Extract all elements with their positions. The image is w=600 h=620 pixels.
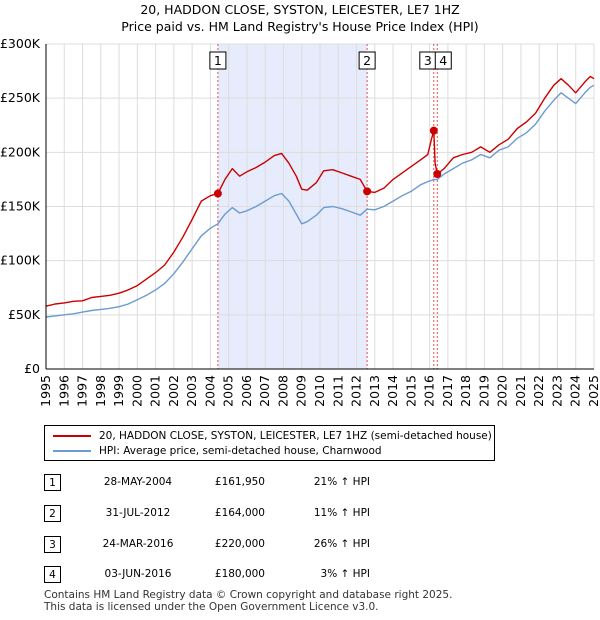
x-tick-label: 2010 <box>312 375 327 407</box>
transaction-row: 2 31-JUL-2012 £164,000 11% ↑ HPI <box>0 505 600 525</box>
x-tick-label: 2003 <box>184 375 199 407</box>
x-tick-label: 1999 <box>111 375 126 407</box>
transaction-date: 28-MAY-2004 <box>103 476 173 488</box>
sale-label-box <box>358 51 376 70</box>
x-tick-label: 2005 <box>221 375 236 407</box>
transaction-hpi: 11% ↑ HPI <box>313 507 370 519</box>
x-tick-label: 2004 <box>202 375 217 407</box>
x-tick-label: 1997 <box>75 375 90 407</box>
transaction-date: 24-MAR-2016 <box>102 538 174 550</box>
sale-label-text: 3 <box>424 53 432 68</box>
chart-subtitle: Price paid vs. HM Land Registry's House … <box>121 19 479 34</box>
x-tick-label: 2009 <box>294 375 309 407</box>
y-tick-label: £250K <box>0 90 41 105</box>
y-tick-label: £100K <box>0 253 41 268</box>
hpi-line <box>45 84 595 318</box>
transaction-date: 31-JUL-2012 <box>105 507 171 519</box>
y-tick-label: £50K <box>8 307 41 322</box>
transaction-badge: 3 <box>44 536 61 553</box>
transaction-price: £220,000 <box>214 538 265 550</box>
x-tick-label: 1996 <box>56 375 71 407</box>
footer-license: This data is licensed under the Open Gov… <box>44 601 379 613</box>
x-tick-label: 2017 <box>440 375 455 407</box>
transaction-date: 03-JUN-2016 <box>104 568 172 580</box>
x-tick-label: 2024 <box>568 375 583 407</box>
sale-label-text: 2 <box>363 53 371 68</box>
x-tick-label: 2011 <box>330 375 345 407</box>
footer-copyright: Contains HM Land Registry data © Crown c… <box>44 589 453 601</box>
y-tick-label: £150K <box>0 199 41 214</box>
x-tick-label: 2021 <box>513 375 528 407</box>
x-tick-label: 2008 <box>275 375 290 407</box>
legend-item-price: 20, HADDON CLOSE, SYSTON, LEICESTER, LE7… <box>53 430 492 442</box>
footer: Contains HM Land Registry data © Crown c… <box>44 589 452 613</box>
y-tick-label: £0 <box>24 361 40 376</box>
x-tick-label: 1995 <box>38 375 53 407</box>
x-tick-label: 2025 <box>586 375 600 407</box>
transaction-badge: 2 <box>44 505 61 522</box>
sale-point <box>213 189 222 198</box>
sale-label-text: 1 <box>214 53 222 68</box>
y-tick-label: £200K <box>0 144 41 159</box>
x-tick-label: 2006 <box>239 375 254 407</box>
x-tick-label: 2019 <box>476 375 491 407</box>
transaction-price: £180,000 <box>214 568 265 580</box>
x-tick-label: 2001 <box>148 375 163 407</box>
x-tick-label: 2015 <box>403 375 418 407</box>
transaction-row: 3 24-MAR-2016 £220,000 26% ↑ HPI <box>0 536 600 556</box>
x-tick-label: 2020 <box>495 375 510 407</box>
chart-title: 20, HADDON CLOSE, SYSTON, LEICESTER, LE7… <box>140 2 460 17</box>
transaction-hpi: 26% ↑ HPI <box>313 538 370 550</box>
sale-point <box>429 126 438 135</box>
transaction-price: £161,950 <box>214 476 265 488</box>
sale-label-box <box>434 51 452 70</box>
price-chart: £0 £50K £100K £150K £200K £250K £300K 1995 1996 1… <box>0 36 600 407</box>
transaction-hpi: 21% ↑ HPI <box>313 476 370 488</box>
x-tick-label: 2014 <box>385 375 400 407</box>
transaction-badge: 1 <box>44 474 61 491</box>
x-tick-label: 2007 <box>257 375 272 407</box>
transaction-row: 1 28-MAY-2004 £161,950 21% ↑ HPI <box>0 474 600 494</box>
x-tick-label: 2022 <box>531 375 546 407</box>
transaction-row: 4 03-JUN-2016 £180,000 3% ↑ HPI <box>0 566 600 586</box>
legend-price-label: 20, HADDON CLOSE, SYSTON, LEICESTER, LE7… <box>99 430 492 442</box>
x-tick-label: 2013 <box>367 375 382 407</box>
legend-item-hpi: HPI: Average price, semi-detached house,… <box>53 445 382 457</box>
price-paid-line <box>45 75 595 307</box>
legend-price-swatch <box>53 435 91 437</box>
x-tick-label: 2023 <box>549 375 564 407</box>
sale-label-text: 4 <box>439 53 447 68</box>
sale-point <box>363 187 372 196</box>
legend-hpi-swatch <box>53 450 91 452</box>
y-tick-label: £300K <box>0 36 41 51</box>
x-tick-label: 2018 <box>458 375 473 407</box>
transaction-hpi: 3% ↑ HPI <box>320 568 370 580</box>
sale-label-box <box>209 51 227 70</box>
legend: 20, HADDON CLOSE, SYSTON, LEICESTER, LE7… <box>44 425 495 461</box>
sale-point <box>433 170 442 178</box>
transaction-price: £164,000 <box>214 507 265 519</box>
x-tick-label: 2000 <box>129 375 144 407</box>
x-tick-label: 2002 <box>166 375 181 407</box>
x-tick-label: 2012 <box>349 375 364 407</box>
x-tick-label: 1998 <box>93 375 108 407</box>
legend-hpi-label: HPI: Average price, semi-detached house,… <box>99 445 382 457</box>
x-tick-label: 2016 <box>422 375 437 407</box>
transaction-badge: 4 <box>44 566 61 583</box>
